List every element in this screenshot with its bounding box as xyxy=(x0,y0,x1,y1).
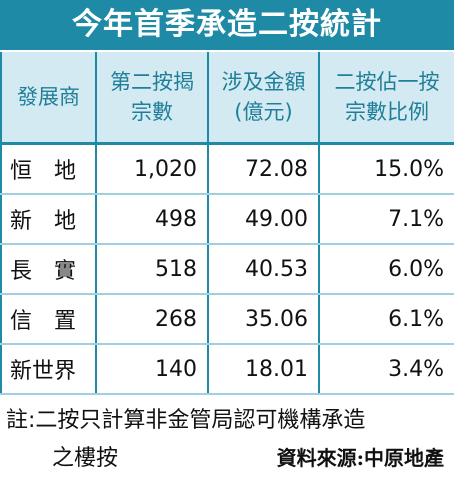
header-line: 二按佔一按 xyxy=(334,70,440,94)
value-cell: 3.4% xyxy=(318,344,454,395)
developer-cell: 新世界 xyxy=(0,344,97,395)
column-header: 二按佔一按 宗數比例 xyxy=(318,52,454,145)
table-row: 信 置 268 35.06 6.1% xyxy=(0,294,454,345)
table-body: 恒 地 1,020 72.08 15.0% 新 地 498 49.00 7.1% 長 實 518 4… xyxy=(0,143,454,395)
value-cell: 35.06 xyxy=(207,294,320,345)
header-line: (億元) xyxy=(234,100,293,124)
table: 發展商 第二按揭 宗數 涉及金額 (億元) 二按佔一按 宗數比例 恒 地 1,020 72.08… xyxy=(0,52,454,395)
value-cell: 7.1% xyxy=(318,194,454,245)
source: 資料來源:中原地產 xyxy=(276,446,444,470)
value-cell: 15.0% xyxy=(318,143,454,195)
value-cell: 6.1% xyxy=(318,294,454,345)
value-cell: 18.01 xyxy=(207,344,320,395)
value-cell: 518 xyxy=(95,244,209,295)
header-line: 宗數 xyxy=(131,100,173,124)
note: 之樓按 xyxy=(52,446,119,471)
value-cell: 498 xyxy=(95,194,209,245)
table-row: 長 實 518 40.53 6.0% xyxy=(0,244,454,295)
value-cell: 6.0% xyxy=(318,244,454,295)
value-cell: 40.53 xyxy=(207,244,320,295)
developer-cell: 新 地 xyxy=(0,194,97,245)
title: 今年首季承造二按統計 xyxy=(0,0,454,50)
header-line: 涉及金額 xyxy=(221,70,306,94)
value-cell: 268 xyxy=(95,294,209,345)
header-line: 發展商 xyxy=(17,85,80,109)
value-cell: 49.00 xyxy=(207,194,320,245)
header-line: 第二按揭 xyxy=(110,70,194,94)
value-cell: 72.08 xyxy=(207,143,320,195)
value-cell: 140 xyxy=(95,344,209,395)
column-header: 涉及金額 (億元) xyxy=(207,52,320,145)
table-row: 恒 地 1,020 72.08 15.0% xyxy=(0,143,454,195)
table-row: 新 地 498 49.00 7.1% xyxy=(0,194,454,245)
note: 註:二按只計算非金管局認可機構承造 xyxy=(6,408,366,433)
developer-cell: 長 實 xyxy=(0,244,97,295)
developer-cell: 恒 地 xyxy=(0,143,97,195)
table-row: 新世界 140 18.01 3.4% xyxy=(0,344,454,395)
column-header: 第二按揭 宗數 xyxy=(95,52,209,145)
column-header: 發展商 xyxy=(0,52,97,145)
developer-cell: 信 置 xyxy=(0,294,97,345)
header-row: 發展商 第二按揭 宗數 涉及金額 (億元) 二按佔一按 宗數比例 xyxy=(0,52,454,145)
header-line: 宗數比例 xyxy=(345,100,429,124)
value-cell: 1,020 xyxy=(95,143,209,195)
